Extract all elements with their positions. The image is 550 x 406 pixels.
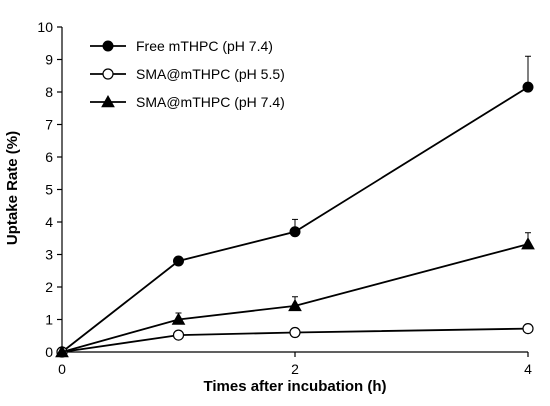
y-tick-label: 3 [45, 247, 53, 263]
legend-label: Free mTHPC (pH 7.4) [136, 38, 273, 54]
y-tick-label: 1 [45, 312, 53, 328]
x-axis-title: Times after incubation (h) [203, 378, 386, 395]
data-point [171, 312, 186, 325]
data-point [173, 255, 184, 267]
legend: Free mTHPC (pH 7.4) SMA@mTHPC (pH 5.5) SMA… [90, 38, 285, 110]
legend-item: SMA@mTHPC (pH 7.4) [90, 94, 285, 110]
series-1 [56, 55, 534, 358]
x-tick-label: 2 [291, 361, 299, 377]
y-tick-label: 4 [45, 214, 53, 230]
data-point [522, 81, 534, 93]
y-tick-label: 9 [45, 52, 53, 68]
x-tick-label: 0 [58, 361, 66, 377]
data-point [55, 344, 69, 358]
series-layer [55, 55, 535, 358]
legend-label: SMA@mTHPC (pH 5.5) [136, 66, 285, 82]
y-axis-title: Uptake Rate (%) [4, 131, 21, 245]
data-point [289, 226, 301, 238]
y-tick-label: 7 [45, 117, 53, 133]
legend-label: SMA@mTHPC (pH 7.4) [136, 94, 285, 110]
legend-item: Free mTHPC (pH 7.4) [90, 38, 273, 54]
series-line [61, 243, 529, 353]
ticks: 0 1 2 3 4 5 6 7 8 9 10 0 2 4 [37, 19, 532, 377]
series-line [61, 327, 529, 353]
y-tick-label: 0 [45, 344, 53, 360]
y-tick-label: 5 [45, 182, 53, 198]
data-point [521, 237, 535, 250]
y-tick-label: 8 [45, 84, 53, 100]
legend-marker [102, 68, 114, 80]
data-point [172, 329, 185, 341]
legend-item: SMA@mTHPC (pH 5.5) [90, 66, 285, 82]
data-point [289, 326, 301, 339]
data-point [522, 323, 534, 335]
y-tick-label: 10 [37, 19, 53, 35]
series-3 [55, 232, 535, 358]
legend-marker [102, 40, 114, 52]
y-tick-label: 6 [45, 149, 53, 165]
data-point [288, 298, 302, 312]
series-line [61, 86, 529, 353]
x-tick-label: 4 [524, 361, 532, 377]
y-tick-label: 2 [45, 279, 53, 295]
legend-marker [101, 94, 115, 108]
